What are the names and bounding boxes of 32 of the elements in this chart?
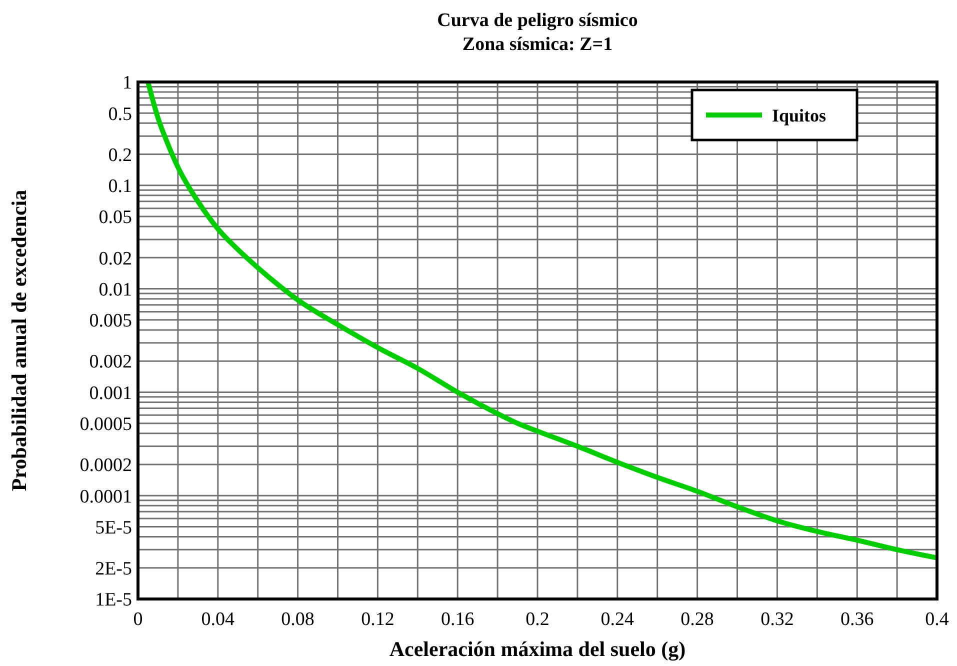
y-tick-label: 0.05 — [98, 207, 132, 228]
x-axis-title: Aceleración máxima del suelo (g) — [389, 637, 686, 661]
y-tick-label: 0.01 — [98, 279, 132, 300]
y-tick-label: 0.0001 — [80, 486, 132, 508]
chart-title: Curva de peligro sísmico — [437, 10, 638, 31]
y-tick-label: 1 — [122, 72, 132, 94]
legend-label: Iquitos — [772, 105, 826, 126]
x-tick-label: 0.12 — [361, 609, 394, 630]
y-axis-title: Probabilidad anual de excedencia — [7, 189, 31, 492]
y-tick-label: 0.1 — [108, 176, 132, 198]
y-tick-label: 0.5 — [108, 104, 132, 125]
y-tick-label: 0.2 — [108, 144, 132, 166]
x-tick-label: 0.32 — [760, 609, 794, 630]
x-tick-label: 0.2 — [526, 609, 550, 630]
y-tick-label: 0.002 — [89, 352, 132, 373]
x-tick-label: 0.16 — [440, 609, 474, 630]
x-tick-label: 0.08 — [281, 609, 314, 630]
y-tick-label: 0.005 — [89, 310, 132, 332]
x-tick-label: 0.36 — [840, 609, 874, 630]
x-tick-label: 0 — [133, 609, 143, 630]
y-tick-label: 1E-5 — [95, 590, 132, 611]
y-tick-label: 0.0002 — [80, 455, 132, 476]
x-tick-label: 0.4 — [925, 609, 950, 630]
chart-subtitle: Zona sísmica: Z=1 — [462, 34, 613, 55]
x-tick-label: 0.04 — [201, 609, 236, 630]
y-tick-label: 2E-5 — [95, 558, 132, 580]
x-tick-label: 0.24 — [600, 609, 635, 630]
x-tick-label: 0.28 — [680, 609, 714, 630]
y-tick-label: 0.02 — [98, 248, 132, 270]
y-tick-label: 5E-5 — [95, 517, 132, 538]
y-tick-label: 0.0005 — [80, 414, 132, 435]
y-tick-label: 0.001 — [89, 382, 132, 404]
